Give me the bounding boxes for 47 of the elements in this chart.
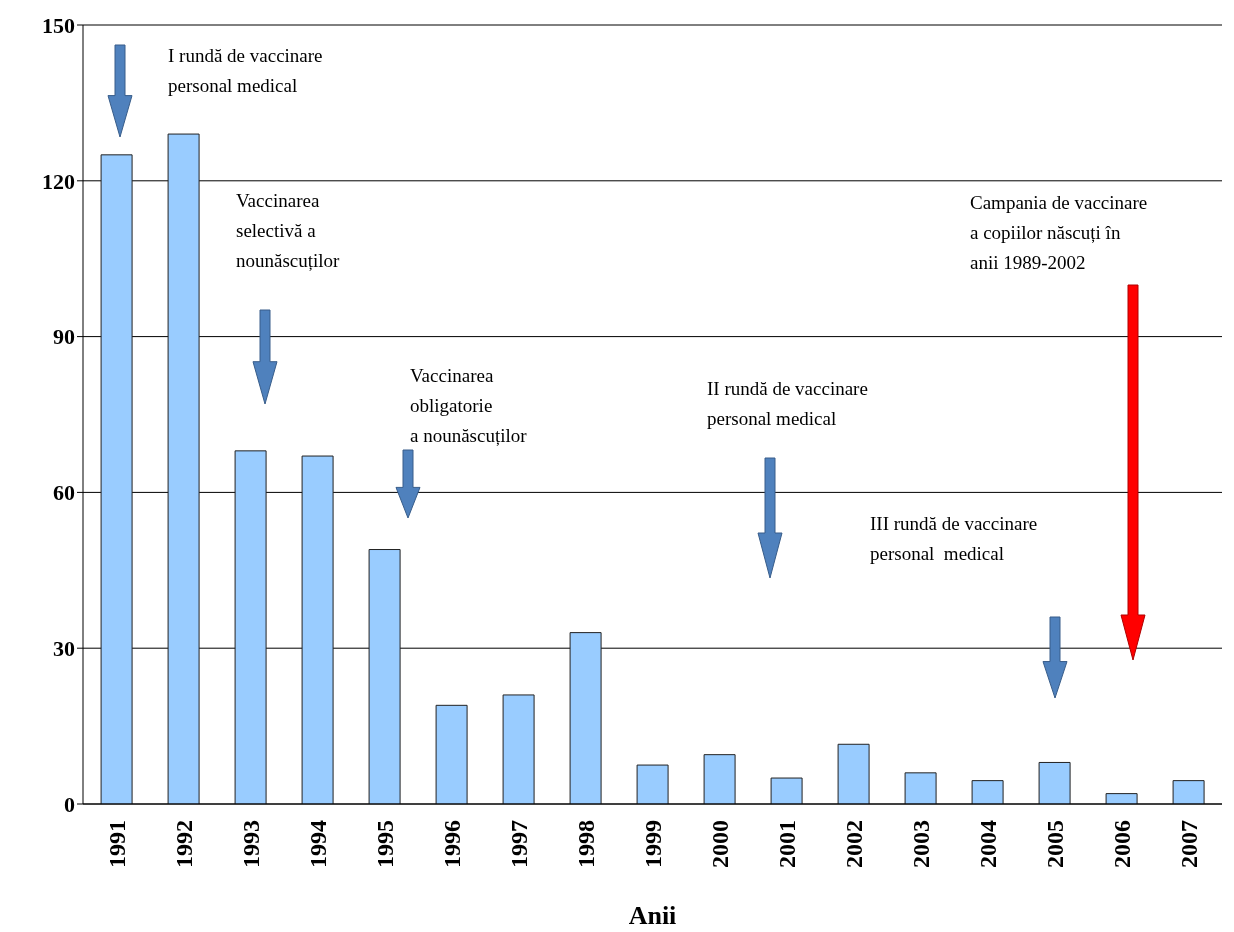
bar xyxy=(301,455,334,804)
bar xyxy=(636,764,669,804)
x-tick-label: 1993 xyxy=(237,820,264,868)
x-tick-label: 1994 xyxy=(304,820,331,868)
x-tick-label: 1991 xyxy=(103,820,130,868)
bar xyxy=(234,450,267,804)
y-tick-label: 150 xyxy=(42,12,75,38)
x-tick-label: 2007 xyxy=(1175,820,1202,868)
bar xyxy=(502,694,535,804)
bar xyxy=(1105,793,1138,804)
bar xyxy=(703,754,736,804)
bar xyxy=(837,743,870,804)
annotation: II rundă de vaccinare personal medical xyxy=(707,378,868,429)
bar xyxy=(167,133,200,804)
annotation: I rundă de vaccinare personal medical xyxy=(168,45,323,96)
annotation: Vaccinarea obligatorie a nounăscuților xyxy=(410,365,528,446)
x-tick-label: 2001 xyxy=(773,820,800,868)
x-tick-label: 2000 xyxy=(706,820,733,868)
bar xyxy=(1172,780,1205,804)
bar xyxy=(435,704,468,804)
x-tick-label: 1997 xyxy=(505,820,532,868)
x-tick-label: 2004 xyxy=(974,820,1001,868)
x-tick-label: 1998 xyxy=(572,820,599,868)
x-axis-title: Anii xyxy=(628,901,677,930)
annotation: Campania de vaccinare a copiilor născuți în anii 1989-2002 xyxy=(970,192,1148,273)
x-tick-label: 2005 xyxy=(1041,820,1068,868)
bar xyxy=(971,780,1004,804)
x-tick-label: 2006 xyxy=(1108,820,1135,868)
bar xyxy=(1038,761,1071,804)
bar xyxy=(770,777,803,804)
bar xyxy=(569,632,602,804)
y-tick-label: 0 xyxy=(64,791,75,817)
x-tick-label: 1996 xyxy=(438,820,465,868)
y-tick-label: 30 xyxy=(53,636,75,662)
x-tick-label: 2002 xyxy=(840,820,867,868)
x-tick-label: 1992 xyxy=(170,820,197,868)
bar xyxy=(100,154,133,804)
x-tick-label: 1995 xyxy=(371,820,398,868)
bar xyxy=(368,549,401,804)
bar xyxy=(904,772,937,804)
y-tick-label: 120 xyxy=(42,168,75,194)
x-tick-label: 1999 xyxy=(639,820,666,868)
annotation: III rundă de vaccinare personal medical xyxy=(870,513,1038,564)
y-tick-label: 90 xyxy=(53,324,75,350)
x-tick-label: 2003 xyxy=(907,820,934,868)
y-tick-label: 60 xyxy=(53,480,75,506)
annotation: Vaccinarea selectivă a nounăscuților xyxy=(236,190,341,271)
